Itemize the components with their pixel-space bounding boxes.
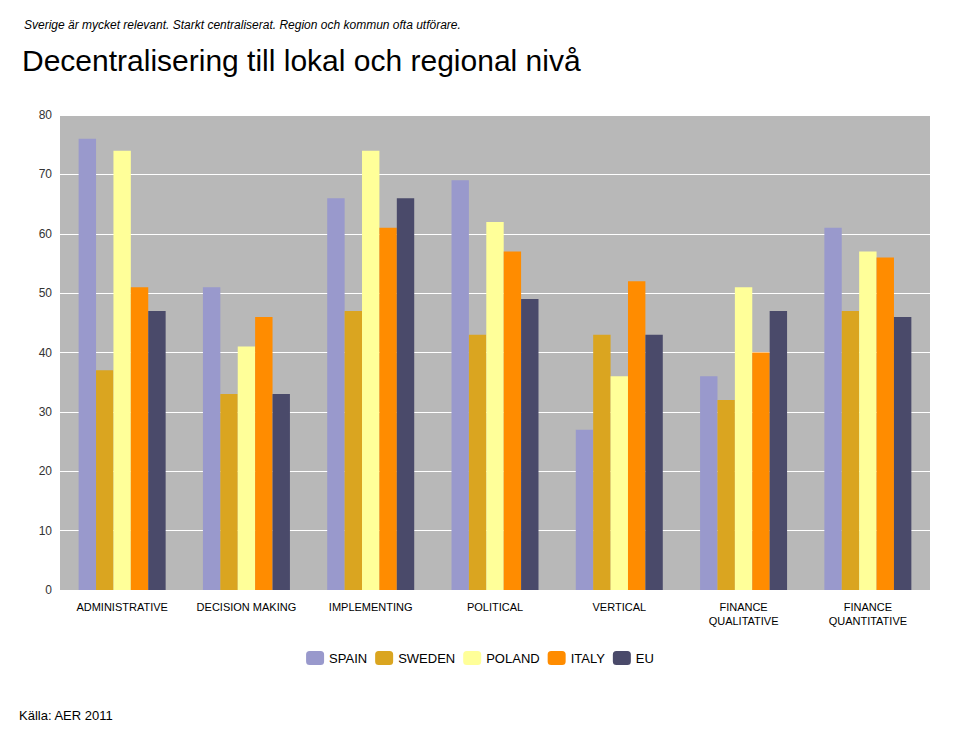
svg-text:FINANCE: FINANCE (719, 601, 767, 613)
svg-text:0: 0 (45, 583, 52, 597)
svg-text:20: 20 (39, 464, 53, 478)
svg-text:FINANCE: FINANCE (844, 601, 892, 613)
svg-text:30: 30 (39, 405, 53, 419)
svg-text:ADMINISTRATIVE: ADMINISTRATIVE (76, 601, 167, 613)
svg-text:EU: EU (636, 651, 654, 666)
svg-text:DECISION MAKING: DECISION MAKING (197, 601, 297, 613)
svg-text:60: 60 (39, 227, 53, 241)
svg-text:Källa: AER 2011: Källa: AER 2011 (19, 708, 113, 723)
svg-text:50: 50 (39, 286, 53, 300)
svg-text:Sverige är mycket relevant. St: Sverige är mycket relevant. Starkt centr… (24, 18, 461, 32)
svg-text:IMPLEMENTING: IMPLEMENTING (329, 601, 413, 613)
svg-text:VERTICAL: VERTICAL (592, 601, 646, 613)
svg-text:SWEDEN: SWEDEN (398, 651, 455, 666)
svg-text:QUANTITATIVE: QUANTITATIVE (829, 615, 907, 627)
svg-text:ITALY: ITALY (571, 651, 606, 666)
svg-text:Decentralisering till lokal oc: Decentralisering till lokal och regional… (22, 44, 581, 77)
svg-text:QUALITATIVE: QUALITATIVE (709, 615, 779, 627)
svg-text:80: 80 (39, 108, 53, 122)
svg-text:POLITICAL: POLITICAL (467, 601, 523, 613)
svg-text:40: 40 (39, 346, 53, 360)
svg-text:10: 10 (39, 524, 53, 538)
svg-text:70: 70 (39, 167, 53, 181)
svg-text:POLAND: POLAND (486, 651, 539, 666)
svg-text:SPAIN: SPAIN (329, 651, 367, 666)
